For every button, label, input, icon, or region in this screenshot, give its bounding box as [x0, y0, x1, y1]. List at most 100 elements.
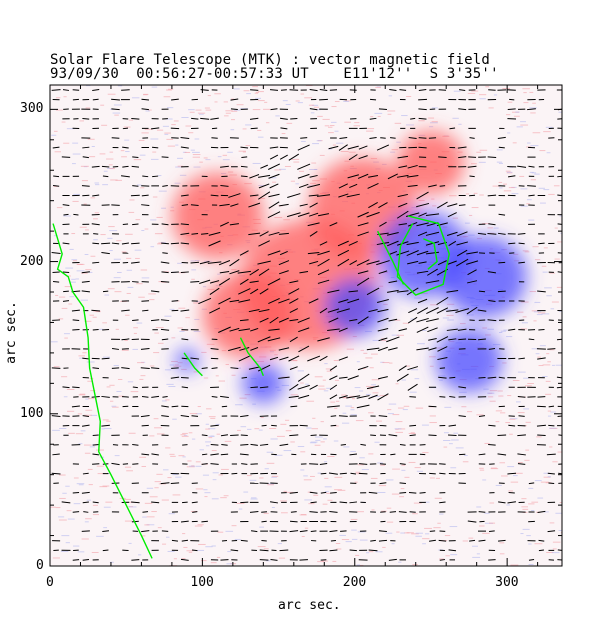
field-vector [71, 405, 80, 408]
field-vector [528, 338, 535, 341]
field-vector [338, 327, 348, 332]
field-vector [239, 278, 249, 285]
field-vector [469, 539, 476, 542]
field-vector [250, 327, 259, 332]
field-vector [201, 520, 208, 523]
field-vector [298, 345, 310, 353]
field-vector [357, 270, 369, 275]
field-vector [261, 539, 267, 542]
field-vector [230, 434, 239, 437]
field-vector [428, 337, 437, 341]
field-vector [289, 280, 299, 284]
field-vector [131, 501, 140, 504]
field-vector [81, 271, 90, 274]
field-vector [399, 482, 406, 485]
field-vector [488, 89, 496, 91]
field-vector [249, 174, 260, 179]
field-vector [418, 137, 427, 139]
field-vector [366, 260, 380, 265]
field-vector [407, 260, 419, 265]
field-vector [349, 501, 358, 504]
field-vector [338, 183, 348, 189]
x-tick-label: 300 [495, 575, 519, 590]
field-vector [269, 183, 279, 189]
field-vector [309, 384, 318, 390]
field-vector [446, 309, 459, 312]
neutral-line [423, 238, 438, 270]
field-vector [308, 212, 319, 217]
field-vector [557, 194, 562, 197]
field-vector [161, 242, 169, 245]
neutral-line [52, 223, 153, 559]
field-vector [547, 530, 556, 533]
neutral-line [239, 337, 264, 376]
field-vector [309, 108, 318, 111]
field-vector [122, 223, 129, 226]
field-vector [398, 165, 408, 169]
field-vector [438, 376, 447, 379]
field-vector [180, 271, 189, 274]
field-vector [428, 347, 437, 351]
field-vector [91, 223, 100, 226]
field-vector [258, 268, 270, 276]
field-vector [378, 337, 388, 342]
field-vector [425, 280, 440, 284]
field-vector [537, 405, 546, 408]
field-vector [132, 386, 138, 389]
field-vector [357, 365, 369, 371]
field-vector [72, 492, 80, 494]
field-vector [92, 194, 100, 197]
field-vector [466, 260, 479, 265]
field-vector [417, 231, 428, 237]
field-vector [416, 202, 430, 208]
field-vector [240, 434, 248, 437]
field-vector [425, 231, 440, 236]
field-vector [250, 89, 259, 91]
field-vector [417, 307, 429, 314]
field-vector [218, 260, 231, 266]
field-vector [121, 367, 130, 370]
field-vector [557, 271, 562, 273]
field-vector [418, 212, 427, 217]
field-vector [467, 280, 478, 284]
field-vector [408, 136, 417, 139]
field-vector [557, 127, 562, 129]
field-vector [191, 117, 199, 120]
field-vector [458, 338, 467, 341]
field-vector [346, 395, 361, 399]
field-vector [72, 329, 80, 331]
field-vector [140, 348, 150, 350]
field-vector [259, 549, 269, 552]
field-vector [288, 395, 299, 398]
field-vector [425, 251, 440, 255]
field-vector [366, 287, 380, 296]
field-vector [466, 251, 478, 255]
field-vector [319, 463, 328, 465]
field-vector [356, 259, 370, 267]
field-vector [221, 405, 228, 408]
field-vector [419, 491, 426, 494]
field-vector [357, 211, 369, 218]
field-vector [388, 250, 398, 256]
field-vector [447, 260, 457, 265]
field-vector [112, 347, 120, 350]
field-vector [537, 290, 546, 293]
field-vector [132, 463, 139, 465]
field-vector [316, 194, 331, 197]
field-vector [180, 520, 189, 523]
field-vector [180, 232, 190, 235]
field-vector [317, 258, 330, 267]
field-vector [101, 242, 111, 245]
field-vector [132, 319, 139, 321]
field-vector [427, 327, 438, 333]
field-vector [299, 530, 308, 533]
field-vector [517, 434, 526, 437]
field-vector [477, 309, 487, 312]
field-vector [190, 261, 200, 264]
field-vector [557, 252, 562, 254]
field-vector [267, 278, 281, 286]
field-vector [180, 558, 189, 561]
field-vector [389, 511, 397, 513]
plot-frame [49, 84, 563, 567]
